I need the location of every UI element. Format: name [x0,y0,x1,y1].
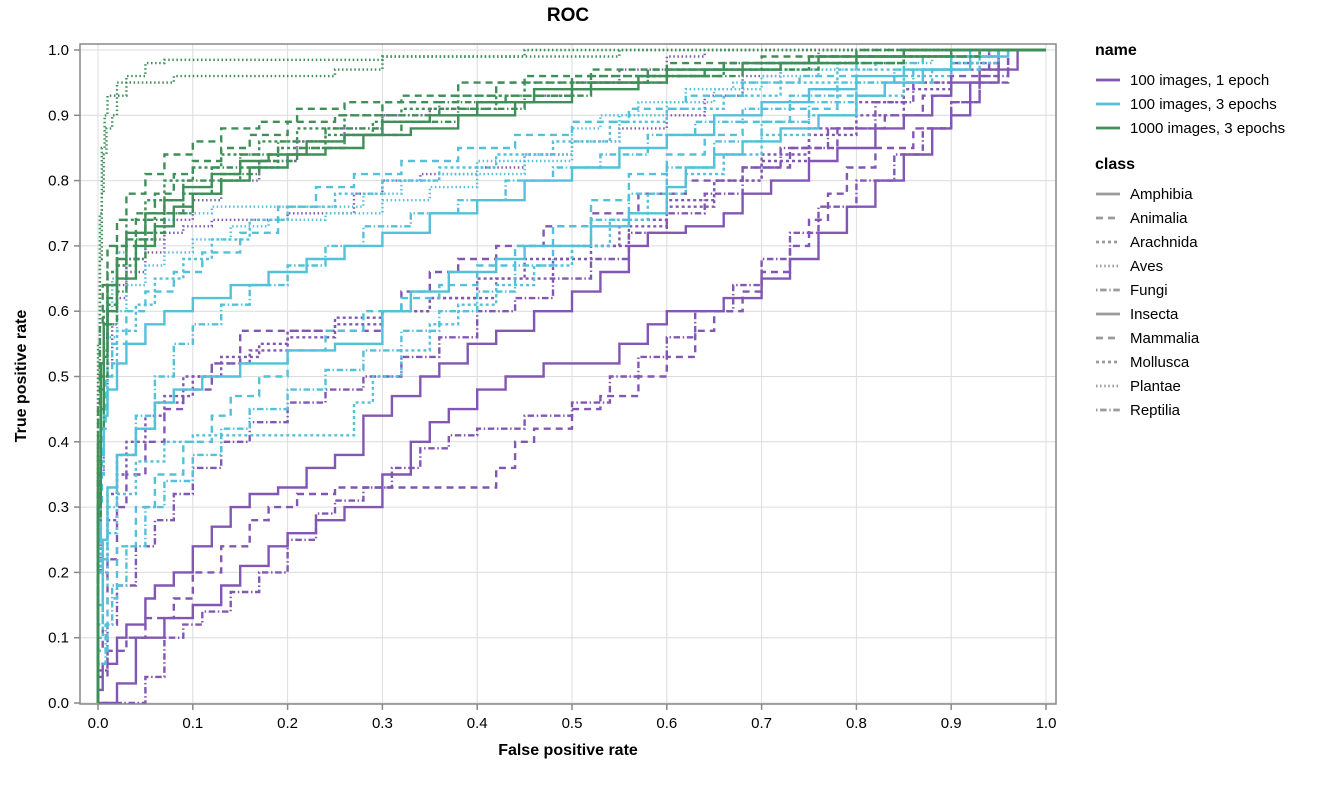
legend-swatch-line [1096,240,1120,244]
y-tick-label: 0.1 [48,630,69,647]
legend-item-class: Fungi [1095,278,1335,302]
y-axis-title: True positive rate [13,309,30,443]
legend-item-class: Amphibia [1095,182,1335,206]
roc-curve [96,48,1046,703]
roc-curve [96,48,1046,703]
y-tick-label: 0.6 [48,303,69,320]
legend-item-label: Mammalia [1130,329,1200,347]
grid [80,44,1056,704]
roc-curve [98,48,1046,704]
roc-curve [96,48,1046,703]
roc-curve [96,48,1046,703]
y-tick-label: 0.2 [48,564,69,581]
y-tick-label: 1.0 [48,42,69,59]
legend-item-label: Plantae [1130,377,1181,395]
legend-swatch-line [1096,78,1120,82]
legend-item-name: 1000 images, 3 epochs [1095,116,1335,140]
legend-swatch-line [1096,288,1120,292]
legend-item-class: Animalia [1095,206,1335,230]
axes: 0.0 0.1 0.2 0.3 0.4 0.5 0.6 0.7 0.8 0.9 1.0 0.0 0.1 0… [48,42,1056,732]
x-tick-label: 0.2 [277,715,298,732]
legend-item-class: Plantae [1095,374,1335,398]
x-tick-label: 1.0 [1036,715,1057,732]
legend-swatch-line [1096,192,1120,196]
legend-item-label: Insecta [1130,305,1179,323]
plot-border [79,43,1057,705]
y-tick-label: 0.0 [48,695,69,712]
legend-item-label: 1000 images, 3 epochs [1130,119,1286,137]
legend-item-label: Fungi [1130,281,1168,299]
legend-item-label: 100 images, 3 epochs [1130,95,1277,113]
x-tick-label: 0.5 [562,715,583,732]
roc-curve [96,48,1046,703]
legend-item-label: Reptilia [1130,401,1181,419]
legend-item-class: Reptilia [1095,398,1335,422]
roc-curve [96,48,1046,703]
legend-class-header: class [1095,156,1136,173]
x-tick-label: 0.3 [372,715,393,732]
y-tick-label: 0.8 [48,173,69,190]
x-tick-label: 0.0 [88,715,109,732]
legend-item-label: Mollusca [1130,353,1190,371]
x-axis-title: False positive rate [498,742,638,759]
chart-title: ROC [546,5,590,26]
y-tick-label: 0.4 [48,434,69,451]
y-tick-label: 0.5 [48,369,69,386]
legend-swatch-line [1096,384,1120,388]
legend-swatch-line [1096,312,1120,316]
series-group [96,48,1046,704]
x-tick-label: 0.1 [182,715,203,732]
roc-curve [96,48,1046,703]
legend-item-class: Insecta [1095,302,1335,326]
x-tick-label: 0.7 [751,715,772,732]
roc-curve [96,48,1046,703]
legend-item-label: Animalia [1130,209,1188,227]
y-tick-label: 0.3 [48,499,69,516]
legend-swatch-line [1096,216,1120,220]
legend: name 100 images, 1 epoch 100 images, 3 ep… [1095,42,1335,422]
legend-swatch-line [1096,264,1120,268]
legend-item-class: Mollusca [1095,350,1335,374]
roc-chart-plot: 0.0 0.1 0.2 0.3 0.4 0.5 0.6 0.7 0.8 0.9 1.0 0.0 0.1 0… [48,42,1057,732]
roc-curve [96,48,1046,703]
legend-item-label: Aves [1130,257,1164,275]
x-tick-label: 0.9 [941,715,962,732]
legend-item-label: 100 images, 1 epoch [1130,71,1270,89]
legend-swatch-line [1096,126,1120,130]
legend-swatch-line [1096,102,1120,106]
y-tick-label: 0.7 [48,238,69,255]
legend-item-class: Mammalia [1095,326,1335,350]
roc-curve [96,48,1046,703]
x-tick-label: 0.6 [656,715,677,732]
legend-item-class: Aves [1095,254,1335,278]
y-tick-label: 0.9 [48,107,69,124]
legend-name-header: name [1095,42,1137,59]
roc-curve [96,48,1046,703]
legend-class-items: Amphibia Animalia Arachnida Aves Fungi Insect… [1095,182,1335,422]
roc-curve [96,48,1046,703]
legend-swatch-line [1096,336,1120,340]
legend-swatch-line [1096,360,1120,364]
legend-item-name: 100 images, 1 epoch [1095,68,1335,92]
roc-curve [96,48,1046,703]
legend-swatch-line [1096,408,1120,412]
legend-item-class: Arachnida [1095,230,1335,254]
roc-curve [96,48,1046,703]
x-tick-label: 0.4 [467,715,488,732]
x-tick-label: 0.8 [846,715,867,732]
legend-item-name: 100 images, 3 epochs [1095,92,1335,116]
roc-curve [96,48,1046,703]
legend-name-items: 100 images, 1 epoch 100 images, 3 epochs 1… [1095,68,1335,140]
roc-curve [96,48,1046,703]
legend-item-label: Arachnida [1130,233,1198,251]
legend-item-label: Amphibia [1130,185,1193,203]
